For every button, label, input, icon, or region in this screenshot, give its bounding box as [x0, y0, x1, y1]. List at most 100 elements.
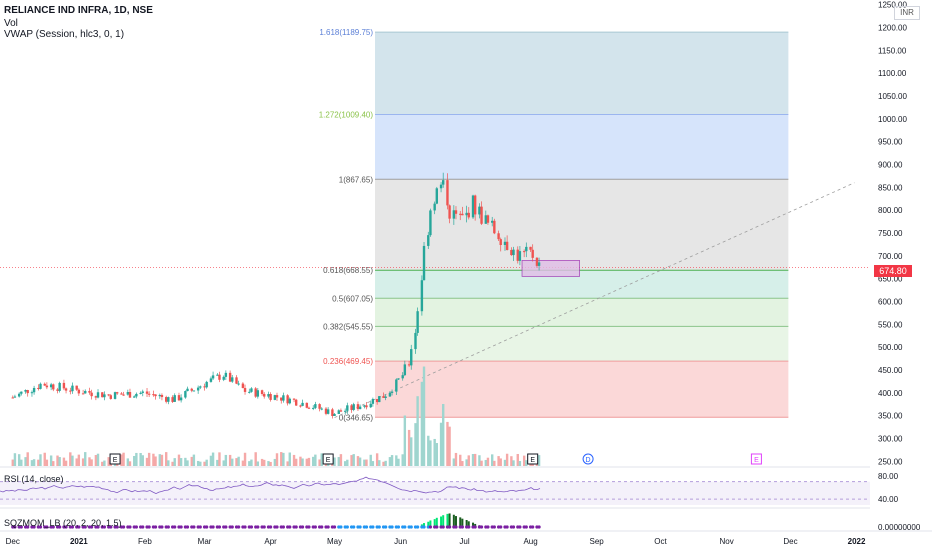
- volume-bar: [478, 455, 481, 466]
- volume-bar: [454, 452, 458, 466]
- volume-bar: [365, 459, 368, 466]
- candle-body: [420, 280, 424, 312]
- sqz-dot: [109, 525, 113, 529]
- price-axis-tick: 850.00: [878, 183, 903, 192]
- volume-bar: [84, 452, 87, 466]
- candle-body: [120, 393, 123, 395]
- volume-bar: [439, 422, 443, 466]
- candle-body: [250, 388, 253, 392]
- sqz-dot: [326, 525, 330, 529]
- price-axis-tick: 1250.00: [878, 1, 907, 10]
- candle-body: [203, 386, 206, 388]
- candle-body: [522, 251, 526, 253]
- rsi-label[interactable]: RSI (14, close): [4, 474, 64, 484]
- trend-line: [334, 182, 855, 418]
- volume-bar: [465, 459, 468, 466]
- candle-body: [467, 212, 470, 218]
- sqz-histogram-bar: [427, 521, 430, 527]
- volume-bar: [184, 457, 187, 466]
- sqz-dot: [313, 525, 317, 529]
- sqz-dot: [460, 525, 464, 529]
- volume-bar: [333, 457, 336, 466]
- time-axis-tick: Dec: [783, 537, 797, 546]
- sqz-dot: [269, 525, 273, 529]
- volume-bar: [37, 459, 40, 466]
- vwap-label[interactable]: VWAP (Session, hlc3, 0, 1): [4, 29, 125, 40]
- earnings-marker-label: E: [326, 457, 331, 464]
- candle-body: [401, 375, 404, 379]
- candle-body: [152, 394, 155, 396]
- volume-bar: [369, 454, 372, 466]
- sqz-dot: [332, 525, 337, 529]
- sqz-dot: [473, 525, 477, 529]
- volume-bar: [154, 456, 157, 466]
- fib-level-label: 0(346.65): [339, 413, 374, 422]
- candle-body: [378, 396, 381, 403]
- candle-body: [90, 392, 93, 397]
- price-axis-tick: 950.00: [878, 138, 903, 147]
- sqz-dot: [518, 525, 522, 529]
- volume-bar: [103, 460, 106, 466]
- volume-bar: [13, 453, 17, 466]
- candle-body: [280, 397, 283, 401]
- candle-body: [56, 389, 59, 391]
- sqz-histogram-bar: [454, 516, 457, 527]
- candle-body: [26, 390, 29, 394]
- sqzmom-label[interactable]: SQZMOM_LB (20, 2, 20, 1.5): [4, 518, 122, 528]
- sqz-dot: [416, 525, 420, 529]
- volume-bar: [49, 455, 53, 466]
- fib-zone: [375, 361, 789, 418]
- sqz-dot: [153, 525, 158, 529]
- candle-body: [358, 406, 362, 410]
- volume-bar: [211, 452, 215, 466]
- sqz-dot: [364, 525, 369, 529]
- volume-bar: [263, 459, 266, 466]
- candle-body: [510, 249, 513, 256]
- candle-body: [286, 395, 289, 404]
- price-axis-tick: 900.00: [878, 160, 903, 169]
- sqz-dot: [358, 525, 362, 529]
- volume-bar: [448, 426, 451, 466]
- time-axis-tick: Aug: [523, 537, 537, 546]
- volume-bar: [273, 458, 277, 466]
- volume-bar: [62, 457, 66, 466]
- sqz-dot: [90, 525, 94, 529]
- sqz-dot: [396, 525, 401, 529]
- volume-bar: [248, 461, 251, 466]
- candle-body: [326, 409, 330, 414]
- volume-bar: [256, 461, 260, 466]
- volume-bar: [269, 461, 272, 466]
- volume-bar: [32, 459, 36, 466]
- sqz-dot: [128, 525, 132, 529]
- price-axis-tick: 500.00: [878, 343, 903, 352]
- volume-bar: [280, 452, 283, 466]
- price-axis-tick: 400.00: [878, 389, 903, 398]
- symbol-title[interactable]: RELIANCE IND INFRA, 1D, NSE: [4, 5, 153, 16]
- volume-bar: [267, 461, 270, 466]
- sqz-histogram-bar: [433, 519, 436, 527]
- candle-body: [69, 390, 72, 392]
- candle-body: [273, 395, 277, 400]
- sqz-dot: [499, 525, 503, 529]
- volume-bar: [235, 458, 238, 466]
- candle-body: [49, 384, 53, 388]
- volume-bar: [209, 455, 213, 466]
- time-axis-tick: Dec: [6, 537, 20, 546]
- volume-label[interactable]: Vol: [4, 18, 18, 29]
- sqz-histogram-bar: [472, 522, 475, 527]
- sqz-dot: [51, 525, 55, 529]
- candle-body: [275, 395, 279, 398]
- fib-level-label: 0.5(607.05): [332, 294, 373, 303]
- volume-bar: [96, 453, 100, 466]
- volume-bar: [231, 458, 234, 466]
- sqz-dot: [237, 525, 241, 529]
- sqz-histogram-bar: [467, 521, 470, 527]
- candle-body: [288, 398, 291, 404]
- candle-body: [173, 395, 176, 402]
- volume-bar: [177, 454, 181, 466]
- volume-bar: [64, 460, 68, 466]
- candle-body: [75, 385, 78, 390]
- volume-bar: [228, 454, 232, 466]
